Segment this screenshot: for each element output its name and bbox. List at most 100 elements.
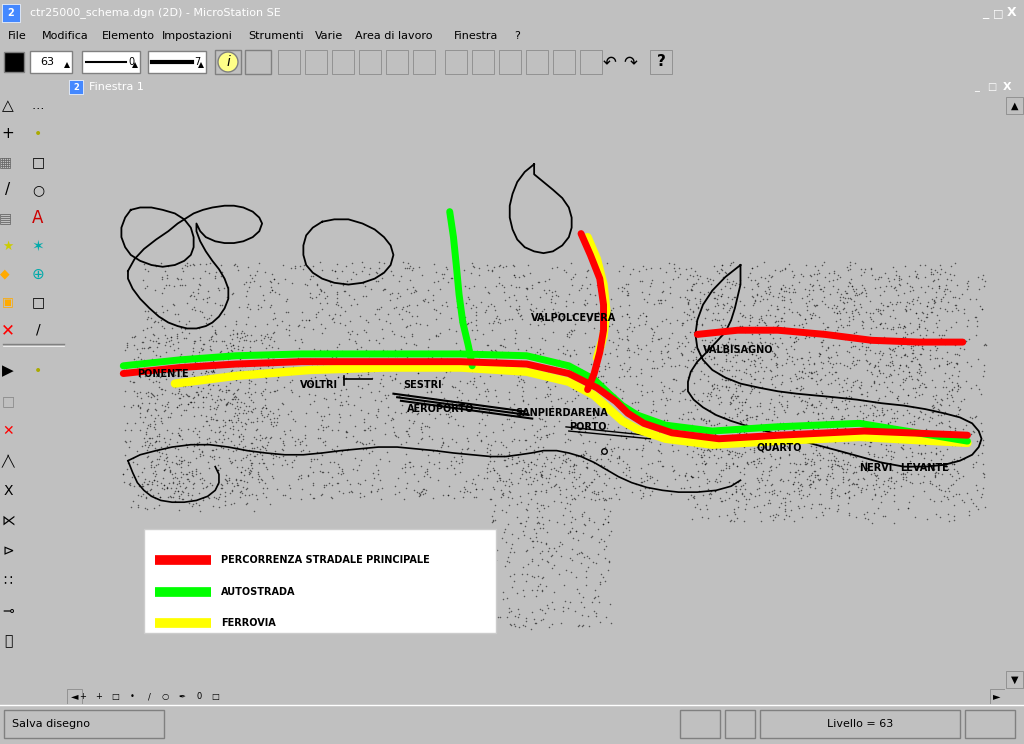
Point [352,341,369,353]
Point [829,455,846,466]
Point [358,326,375,338]
Point [217,359,233,371]
Point [266,412,283,424]
Point [847,304,863,316]
Point [675,318,691,330]
Point [481,448,498,460]
Point [750,429,766,440]
Point [766,401,782,413]
Point [159,269,175,280]
Point [166,299,182,311]
Point [699,423,716,435]
Point [687,399,703,411]
Point [246,347,262,359]
Point [582,553,598,565]
Point [428,393,444,405]
Point [722,374,738,386]
Point [187,372,204,384]
Point [492,260,508,272]
Point [564,466,581,478]
Point [831,313,848,325]
Point [245,416,261,428]
Point [532,522,549,533]
Point [201,419,217,431]
Point [654,461,671,472]
Point [479,458,496,470]
Point [590,306,606,318]
Point [447,337,464,349]
Point [746,321,763,333]
Point [215,283,231,295]
Point [940,437,956,449]
Point [680,493,696,504]
Point [473,296,489,308]
Point [278,489,294,501]
Point [544,262,560,274]
Point [173,327,189,339]
Point [811,498,827,510]
Point [249,412,265,424]
Point [649,320,666,332]
Point [150,475,166,487]
Point [240,301,256,312]
Point [536,420,552,432]
Point [746,501,763,513]
Point [717,346,733,358]
Point [671,469,687,481]
Point [484,426,501,438]
Point [698,343,715,355]
Point [141,475,158,487]
Point [877,510,893,522]
Point [506,269,522,281]
Point [227,374,244,386]
Point [714,380,730,392]
Point [497,314,513,326]
Point [207,435,223,447]
Point [735,356,752,368]
Point [899,397,915,409]
Point [618,289,635,301]
Point [926,362,942,374]
Point [474,400,490,412]
Point [438,296,455,308]
Point [936,459,952,471]
Point [776,294,793,306]
Point [157,329,173,341]
Point [264,341,281,353]
Point [446,356,463,368]
Point [382,370,398,382]
Point [227,391,244,403]
Point [924,400,940,412]
Point [435,489,452,501]
Point [213,348,229,360]
Point [745,322,762,334]
Point [927,470,943,482]
Point [560,331,577,343]
Point [364,358,380,370]
Point [872,415,889,427]
Point [654,286,671,298]
Point [579,457,595,469]
Point [765,509,781,521]
Point [595,422,611,434]
Point [555,510,571,522]
Point [201,335,217,347]
Point [211,383,227,395]
Point [859,479,876,491]
Point [314,488,331,500]
Point [347,436,364,448]
Point [287,415,303,427]
Point [780,423,797,434]
Point [513,356,529,368]
Point [856,282,872,294]
Point [185,342,202,354]
Point [138,280,155,292]
Point [712,364,728,376]
Point [231,430,248,442]
Point [590,548,606,560]
Point [876,376,892,388]
Point [956,343,973,355]
Point [846,400,862,411]
Point [975,482,991,494]
Point [136,475,153,487]
